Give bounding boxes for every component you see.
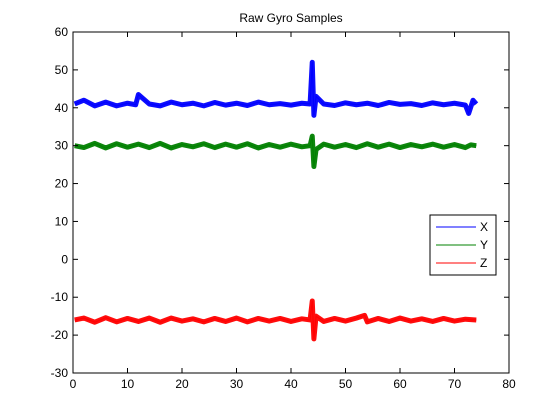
x-tick-label: 50 xyxy=(339,377,353,391)
x-tick-label: 10 xyxy=(121,377,135,391)
y-tick-label: 60 xyxy=(55,25,69,39)
x-tick-label: 30 xyxy=(230,377,244,391)
legend-label-y: Y xyxy=(480,238,488,252)
x-tick-label: 0 xyxy=(70,377,77,391)
series-line-x xyxy=(74,62,477,116)
y-tick-label: 20 xyxy=(55,177,69,191)
chart-title: Raw Gyro Samples xyxy=(239,11,342,25)
y-tick-label: -30 xyxy=(51,366,69,380)
x-tick-label: 60 xyxy=(393,377,407,391)
y-tick-label: 30 xyxy=(55,139,69,153)
y-tick-label: -10 xyxy=(51,290,69,304)
ticks-layer: 0 10 20 30 40 50 60 70 80 -30 -20 -10 0 10 20 30 40 50 60 xyxy=(51,25,516,391)
x-tick-label: 40 xyxy=(284,377,298,391)
legend: XYZ xyxy=(429,214,497,276)
x-tick-label: 70 xyxy=(448,377,462,391)
x-tick-label: 80 xyxy=(502,377,516,391)
plot-area xyxy=(73,32,509,373)
legend-label-z: Z xyxy=(480,256,487,270)
series-layer xyxy=(73,59,479,342)
y-tick-label: 40 xyxy=(55,101,69,115)
y-tick-label: -20 xyxy=(51,328,69,342)
y-tick-label: 10 xyxy=(55,214,69,228)
series-line-z xyxy=(74,300,477,339)
y-tick-label: 50 xyxy=(55,63,69,77)
x-tick-label: 20 xyxy=(175,377,189,391)
y-tick-label: 0 xyxy=(61,252,68,266)
series-line-y xyxy=(74,136,477,167)
legend-label-x: X xyxy=(480,220,488,234)
